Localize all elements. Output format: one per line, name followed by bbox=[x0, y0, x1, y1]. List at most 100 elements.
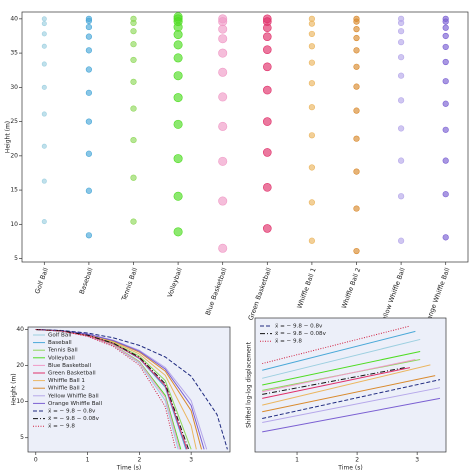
data-point bbox=[353, 63, 360, 70]
data-point bbox=[173, 22, 183, 32]
legend-label: Green Basketball bbox=[48, 371, 96, 377]
series-line bbox=[262, 397, 441, 433]
data-point bbox=[130, 41, 137, 48]
data-point bbox=[442, 78, 449, 85]
data-point bbox=[41, 31, 47, 37]
data-point bbox=[218, 48, 228, 58]
x-tick-label: 2 bbox=[137, 457, 141, 464]
x-tick-label: Whiffle Ball 1 bbox=[295, 267, 317, 310]
data-point bbox=[353, 26, 360, 33]
x-tick-label: 3 bbox=[415, 457, 419, 464]
data-point bbox=[130, 105, 137, 112]
data-point bbox=[262, 224, 272, 233]
data-point bbox=[398, 72, 405, 79]
data-point bbox=[308, 237, 316, 244]
y-tick-label: 30 bbox=[10, 84, 18, 91]
data-point bbox=[41, 111, 47, 117]
data-point bbox=[353, 205, 360, 212]
y-tick-label: 10 bbox=[10, 221, 18, 228]
data-point bbox=[442, 24, 449, 31]
series-line bbox=[262, 379, 441, 419]
data-point bbox=[85, 118, 92, 125]
x-tick-label: Blue Basketball bbox=[204, 266, 229, 316]
data-point bbox=[398, 125, 405, 132]
data-point bbox=[218, 156, 228, 166]
x-axis-label: Time (s) bbox=[337, 465, 362, 472]
series-line bbox=[262, 338, 421, 379]
data-point bbox=[262, 85, 272, 95]
data-point bbox=[41, 143, 47, 149]
data-point bbox=[262, 23, 272, 33]
data-point bbox=[308, 132, 316, 139]
x-tick-label: Yellow Whiffle Ball bbox=[379, 266, 407, 325]
data-point bbox=[85, 232, 92, 239]
data-point bbox=[130, 19, 137, 27]
data-point bbox=[173, 191, 183, 201]
data-point bbox=[442, 157, 449, 164]
data-point bbox=[398, 157, 405, 164]
data-point bbox=[130, 174, 137, 181]
data-point bbox=[442, 234, 449, 241]
y-tick-label: 20 bbox=[10, 152, 18, 159]
data-point bbox=[398, 237, 405, 244]
data-point bbox=[308, 80, 316, 87]
data-point bbox=[218, 196, 228, 206]
legend-label: ẍ = − 9.8 bbox=[275, 339, 302, 345]
data-point bbox=[130, 78, 137, 85]
legend-label: Tennis Ball bbox=[47, 348, 78, 354]
series-line bbox=[262, 325, 411, 365]
data-point bbox=[308, 43, 316, 50]
data-point bbox=[398, 28, 405, 35]
y-tick-label: 35 bbox=[10, 50, 18, 57]
chart: 1 2 3 Shifted log-log displacement Time (s) ẍ… bbox=[246, 317, 447, 472]
data-point bbox=[353, 135, 360, 142]
x-tick-label: 3 bbox=[189, 457, 193, 464]
plot-area bbox=[254, 317, 447, 453]
data-point bbox=[442, 191, 449, 198]
legend-label: Golf Ball bbox=[48, 333, 72, 339]
series-line bbox=[262, 351, 421, 386]
data-point bbox=[173, 30, 183, 40]
y-axis-label: Shifted log-log displacement bbox=[246, 341, 253, 427]
data-point bbox=[218, 92, 228, 102]
x-tick-label: Whiffle Ball 2 bbox=[340, 267, 362, 310]
series-line bbox=[35, 329, 228, 450]
data-point bbox=[308, 30, 316, 38]
legend-label: ẍ = − 9.8 − 0.8v bbox=[275, 324, 323, 330]
data-point bbox=[85, 47, 92, 54]
data-point bbox=[85, 89, 92, 96]
y-tick-label: 5 bbox=[20, 434, 24, 441]
data-point bbox=[173, 71, 183, 81]
x-tick-label: Volleyball bbox=[166, 266, 184, 298]
data-point bbox=[442, 126, 449, 133]
data-point bbox=[442, 18, 449, 25]
legend-label: Blue Basketball bbox=[48, 363, 92, 369]
x-tick-label: 0 bbox=[34, 457, 38, 464]
data-point bbox=[85, 33, 92, 40]
data-point bbox=[85, 17, 92, 25]
data-point bbox=[41, 178, 47, 184]
data-point bbox=[353, 168, 360, 175]
legend-label: Volleyball bbox=[48, 355, 75, 361]
y-axis-label: Height (m) bbox=[5, 121, 12, 153]
series-line bbox=[262, 367, 411, 399]
data-point bbox=[41, 84, 47, 90]
legend-label: Whiffle Ball 1 bbox=[48, 378, 85, 384]
data-point bbox=[353, 83, 360, 90]
data-point bbox=[41, 16, 47, 22]
data-point bbox=[173, 154, 183, 164]
data-point bbox=[130, 56, 137, 64]
chart: 5 10 20 40 0 1 2 3 Height (m) Time (s) Golf BallBa… bbox=[11, 326, 231, 472]
x-tick-label: Tennis Ball bbox=[120, 266, 140, 302]
x-tick-label: Golf Ball bbox=[33, 266, 50, 295]
series-line bbox=[35, 329, 177, 450]
series-line bbox=[262, 367, 406, 395]
legend-label: Yellow Whiffle Ball bbox=[47, 393, 99, 399]
y-tick-label: 15 bbox=[10, 187, 18, 194]
data-point bbox=[218, 17, 228, 27]
y-tick-label: 5 bbox=[14, 255, 18, 262]
y-tick-label: 25 bbox=[10, 118, 18, 125]
y-tick-label: 40 bbox=[10, 15, 18, 22]
y-tick-label: 20 bbox=[16, 362, 24, 369]
